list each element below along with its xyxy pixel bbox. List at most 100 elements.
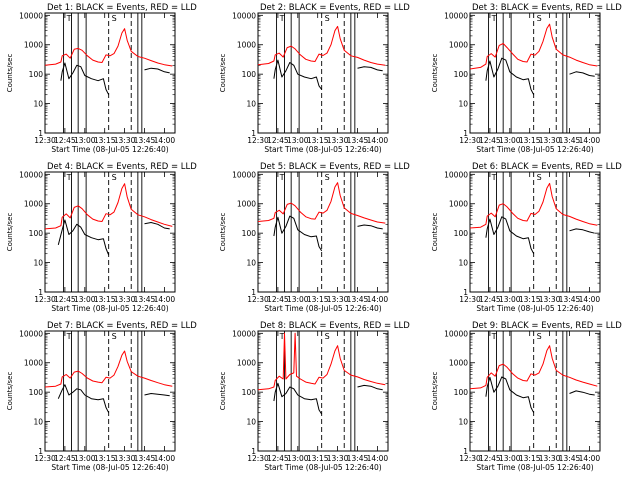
panel-det-5: Det 5: BLACK = Events, RED = LLD 1 10 100 10… (219, 162, 410, 313)
y-tick-label: 1 (38, 288, 43, 297)
marker-label: S (112, 332, 117, 341)
panel-det-9: Det 9: BLACK = Events, RED = LLD 1 10 100 10… (431, 321, 622, 472)
marker-label: T (66, 173, 72, 182)
plot-frame (257, 330, 389, 452)
x-tick-label: 12:45 (267, 295, 289, 304)
x-tick-label: 13:00 (287, 295, 309, 304)
y-tick-label: 100 (454, 70, 469, 79)
x-tick-label: 13:00 (74, 454, 96, 463)
x-tick-label: 12:30 (34, 136, 56, 145)
y-tick-label: 100 (29, 70, 44, 79)
x-tick-label: 13:45 (559, 454, 581, 463)
lld-series-line (257, 332, 386, 391)
events-series-line (57, 384, 170, 413)
x-tick-label: 12:45 (479, 454, 501, 463)
x-tick-label: 13:15 (94, 454, 116, 463)
y-tick-label: 1 (463, 447, 468, 456)
x-tick-label: 12:30 (459, 136, 481, 145)
x-tick-label: 13:15 (307, 136, 329, 145)
x-tick-label: 13:30 (114, 295, 136, 304)
panel-det-6: Det 6: BLACK = Events, RED = LLD 1 10 100 10… (431, 162, 622, 313)
y-axis-label: Counts/sec (6, 372, 14, 411)
lld-series-line (469, 182, 598, 229)
panel-title: Det 3: BLACK = Events, RED = LLD (472, 3, 622, 13)
panel-det-3: Det 3: BLACK = Events, RED = LLD 1 10 100 10… (431, 3, 622, 154)
plot-frame (469, 171, 601, 293)
y-tick-label: 1000 (449, 359, 468, 368)
y-tick-label: 1 (463, 288, 468, 297)
marker-label: S (325, 173, 330, 182)
plot-frame (257, 171, 389, 293)
marker-label: T (279, 332, 285, 341)
panel-title: Det 8: BLACK = Events, RED = LLD (260, 321, 410, 331)
x-tick-label: 14:00 (579, 136, 601, 145)
panel-det-4: Det 4: BLACK = Events, RED = LLD 1 10 100 10… (6, 162, 197, 313)
x-tick-label: 13:30 (114, 454, 136, 463)
marker-label: S (112, 173, 117, 182)
y-tick-label: 1 (463, 129, 468, 138)
panel-title: Det 4: BLACK = Events, RED = LLD (47, 162, 197, 172)
panel-det-1: Det 1: BLACK = Events, RED = LLD 1 10 100 10… (6, 3, 197, 154)
y-tick-label: 10000 (444, 170, 468, 179)
y-axis-label: Counts/sec (219, 213, 227, 252)
lld-series-line (257, 25, 386, 66)
y-axis-label: Counts/sec (219, 372, 227, 411)
x-tick-label: 14:00 (367, 454, 389, 463)
x-tick-label: 13:00 (287, 454, 309, 463)
events-series-line (273, 215, 383, 252)
marker-label: T (491, 173, 497, 182)
y-tick-label: 10 (458, 418, 468, 427)
y-tick-label: 10000 (232, 170, 256, 179)
plot-frame (469, 12, 601, 134)
marker-label: S (537, 14, 542, 23)
y-tick-label: 10000 (19, 11, 43, 20)
y-tick-label: 1000 (449, 41, 468, 50)
x-tick-label: 12:45 (54, 454, 76, 463)
x-axis-label: Start Time (08-Jul-05 12:26:40) (51, 463, 168, 472)
y-axis-label: Counts/sec (219, 54, 227, 93)
y-tick-label: 1 (38, 129, 43, 138)
panel-title: Det 2: BLACK = Events, RED = LLD (260, 3, 410, 13)
y-tick-label: 1 (251, 447, 256, 456)
x-tick-label: 13:15 (519, 295, 541, 304)
marker-label: T (491, 332, 497, 341)
events-series-line (60, 62, 170, 95)
x-tick-label: 13:30 (539, 454, 561, 463)
x-tick-label: 13:30 (327, 454, 349, 463)
lld-series-line (44, 183, 173, 230)
x-tick-label: 13:00 (499, 295, 521, 304)
x-axis-label: Start Time (08-Jul-05 12:26:40) (264, 145, 381, 154)
marker-label: T (279, 14, 285, 23)
events-series-line (273, 59, 383, 90)
y-tick-label: 10000 (232, 11, 256, 20)
x-tick-label: 13:00 (287, 136, 309, 145)
marker-label: T (66, 332, 72, 341)
x-tick-label: 13:30 (327, 295, 349, 304)
y-tick-label: 1000 (24, 41, 43, 50)
x-tick-label: 13:15 (94, 295, 116, 304)
lld-series-line (44, 28, 173, 67)
x-tick-label: 13:45 (559, 136, 581, 145)
x-tick-label: 12:45 (267, 136, 289, 145)
x-tick-label: 12:45 (54, 136, 76, 145)
y-tick-label: 100 (29, 229, 44, 238)
lld-series-line (44, 350, 173, 388)
x-tick-label: 13:45 (134, 136, 156, 145)
x-tick-label: 12:45 (479, 295, 501, 304)
x-tick-label: 12:30 (34, 295, 56, 304)
panel-title: Det 9: BLACK = Events, RED = LLD (472, 321, 622, 331)
y-axis-label: Counts/sec (6, 54, 14, 93)
plot-frame (44, 330, 176, 452)
y-tick-label: 1 (251, 129, 256, 138)
marker-label: S (325, 332, 330, 341)
y-tick-label: 10000 (232, 329, 256, 338)
y-tick-label: 1000 (24, 359, 43, 368)
panel-det-2: Det 2: BLACK = Events, RED = LLD 1 10 100 10… (219, 3, 410, 154)
x-tick-label: 14:00 (579, 454, 601, 463)
y-tick-label: 10000 (444, 329, 468, 338)
x-tick-label: 12:45 (479, 136, 501, 145)
panel-title: Det 1: BLACK = Events, RED = LLD (47, 3, 197, 13)
y-axis-label: Counts/sec (431, 372, 439, 411)
y-tick-label: 1000 (24, 200, 43, 209)
